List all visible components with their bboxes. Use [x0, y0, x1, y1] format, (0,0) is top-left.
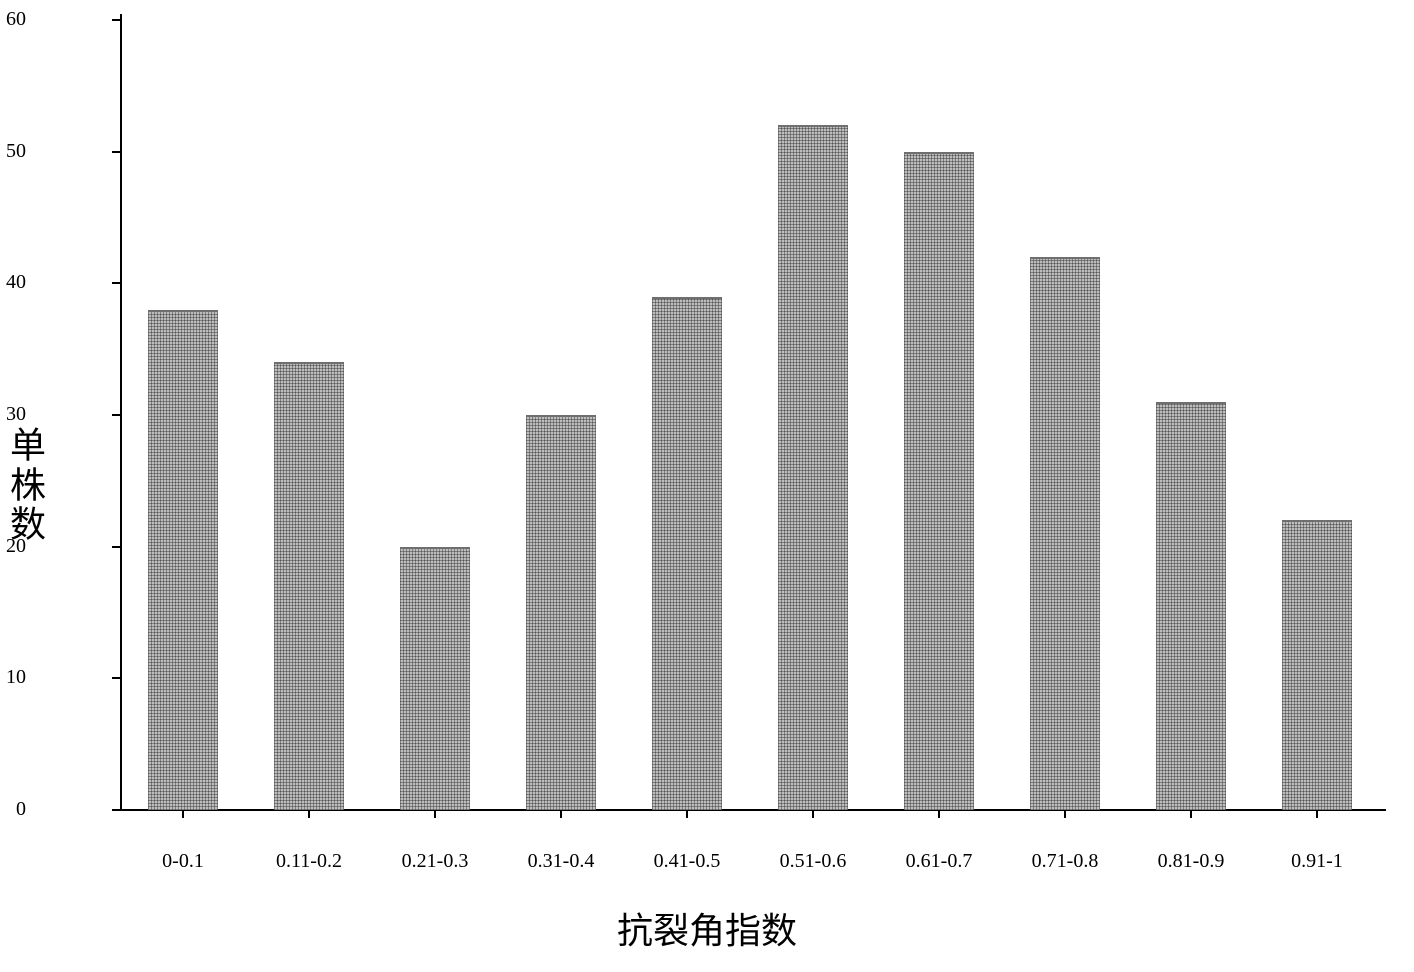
x-tick — [182, 810, 184, 818]
x-tick — [1064, 810, 1066, 818]
y-tick-label: 20 — [0, 535, 26, 558]
bars-layer — [120, 20, 1380, 810]
x-category-label: 0.31-0.4 — [498, 850, 624, 873]
x-category-label: 0.71-0.8 — [1002, 850, 1128, 873]
x-category-label: 0.81-0.9 — [1128, 850, 1254, 873]
bar — [652, 297, 721, 811]
y-tick-label: 10 — [0, 666, 26, 689]
x-tick — [560, 810, 562, 818]
bar-chart: 单 株 数 抗裂角指数 01020304050600-0.10.11-0.20.… — [0, 0, 1414, 972]
x-category-label: 0.91-1 — [1254, 850, 1380, 873]
y-tick-label: 50 — [0, 140, 26, 163]
y-tick — [112, 151, 120, 153]
bar — [904, 152, 973, 810]
y-tick — [112, 414, 120, 416]
y-axis-label: 单 株 数 — [10, 427, 46, 546]
bar — [778, 125, 847, 810]
x-category-label: 0.21-0.3 — [372, 850, 498, 873]
x-tick — [686, 810, 688, 818]
x-tick — [812, 810, 814, 818]
x-category-label: 0-0.1 — [120, 850, 246, 873]
x-tick — [434, 810, 436, 818]
y-tick-label: 30 — [0, 403, 26, 426]
y-tick — [112, 19, 120, 21]
x-category-label: 0.41-0.5 — [624, 850, 750, 873]
y-tick — [112, 546, 120, 548]
bar — [1030, 257, 1099, 810]
x-category-label: 0.11-0.2 — [246, 850, 372, 873]
y-tick-label: 0 — [0, 798, 26, 821]
plot-area: 01020304050600-0.10.11-0.20.21-0.30.31-0… — [120, 20, 1380, 810]
x-tick — [938, 810, 940, 818]
x-axis-label: 抗裂角指数 — [0, 902, 1414, 954]
x-category-label: 0.51-0.6 — [750, 850, 876, 873]
x-tick — [1316, 810, 1318, 818]
y-tick — [112, 282, 120, 284]
bar — [274, 362, 343, 810]
bar — [526, 415, 595, 810]
bar — [1282, 520, 1351, 810]
y-tick — [112, 809, 120, 811]
x-tick — [1190, 810, 1192, 818]
y-axis-label-char-1: 单 — [10, 427, 46, 467]
y-tick — [112, 677, 120, 679]
y-tick-label: 40 — [0, 271, 26, 294]
x-tick — [308, 810, 310, 818]
bar — [1156, 402, 1225, 810]
bar — [400, 547, 469, 810]
y-tick-label: 60 — [0, 8, 26, 31]
bar — [148, 310, 217, 810]
x-category-label: 0.61-0.7 — [876, 850, 1002, 873]
y-axis-label-char-2: 株 — [10, 466, 46, 506]
